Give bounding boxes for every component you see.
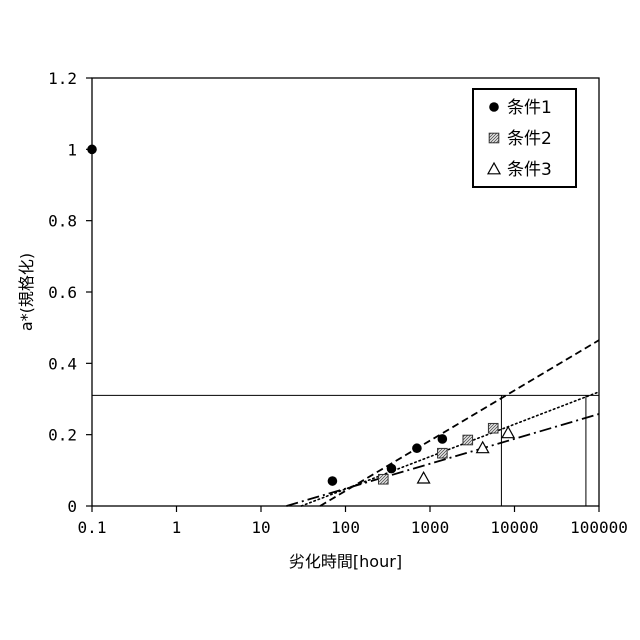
data-points [87, 145, 514, 486]
legend-label-series-3: 条件3 [507, 160, 552, 180]
x-tick-label: 100000 [570, 518, 628, 537]
y-axis-title: a*(規格化) [17, 253, 36, 331]
x-tick-label: 100 [331, 518, 360, 537]
data-point-series-1 [438, 434, 448, 444]
data-point-series-1 [412, 443, 422, 453]
x-tick-label: 1000 [411, 518, 450, 537]
data-point-series-2 [463, 435, 473, 445]
x-axis-title: 劣化時間[hour] [289, 552, 402, 571]
legend: 条件1 条件2 条件3 [473, 89, 576, 187]
data-point-series-3 [418, 472, 430, 483]
data-point-series-1 [387, 464, 397, 474]
y-tick-label: 1.2 [48, 69, 77, 88]
y-tick-label: 0.4 [48, 354, 77, 373]
x-tick-label: 1 [172, 518, 182, 537]
x-tick-label: 0.1 [78, 518, 107, 537]
data-point-series-2 [378, 474, 388, 484]
fit-line-series-3 [286, 414, 599, 506]
y-tick-label: 0.2 [48, 426, 77, 445]
data-point-series-2 [438, 448, 448, 458]
y-tick-label: 1 [67, 140, 77, 159]
legend-label-series-2: 条件2 [507, 129, 552, 149]
data-point-series-1 [328, 476, 338, 486]
legend-marker-series-2 [489, 133, 499, 143]
y-tick-label: 0 [67, 497, 77, 516]
x-tick-label: 10000 [490, 518, 538, 537]
y-tick-label: 0.8 [48, 212, 77, 231]
legend-label-series-1: 条件1 [507, 98, 552, 118]
data-point-series-2 [488, 423, 498, 433]
legend-marker-series-1 [489, 102, 499, 112]
x-tick-label: 10 [251, 518, 270, 537]
data-point-series-1 [87, 145, 97, 155]
y-tick-label: 0.6 [48, 283, 77, 302]
fit-line-series-1 [320, 340, 599, 506]
